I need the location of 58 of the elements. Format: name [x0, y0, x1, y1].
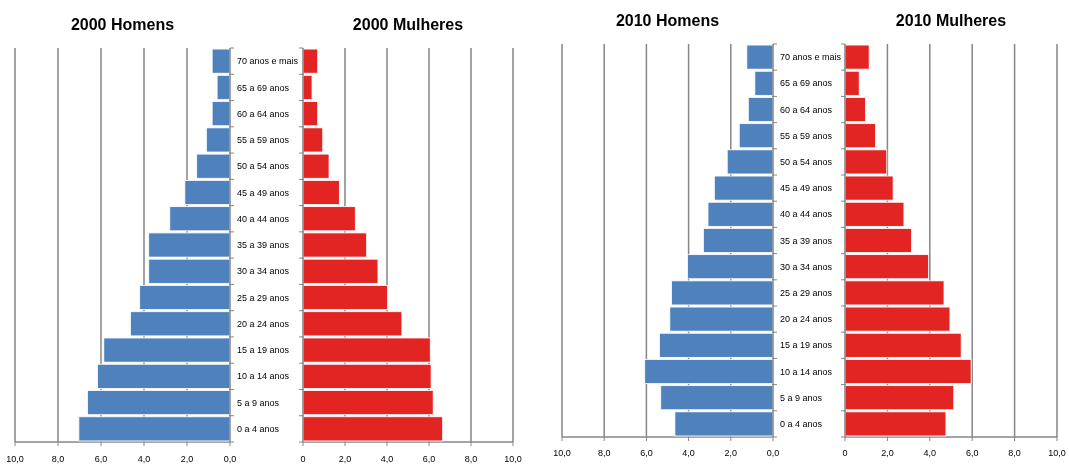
- x-tick-label: 2,0: [724, 448, 738, 458]
- y-tick-label: 10 a 14 anos: [780, 366, 833, 377]
- y-tick-label: 45 a 49 anos: [237, 187, 290, 198]
- x-tick-label: 8,0: [1008, 448, 1021, 458]
- y-tick-label: 40 a 44 anos: [780, 209, 833, 220]
- y-tick-label: 55 a 59 anos: [780, 130, 833, 141]
- y-tick-label: 55 a 59 anos: [237, 135, 290, 146]
- y-tick-label: 20 a 24 anos: [780, 314, 833, 325]
- x-tick-label: 4,0: [137, 454, 151, 464]
- y-tick-label: 5 a 9 anos: [780, 392, 823, 403]
- chart-title: 2000 Homens: [70, 16, 175, 33]
- y-tick-label: 65 a 69 anos: [237, 82, 290, 93]
- x-tick-label: 10,0: [1048, 448, 1066, 458]
- y-tick-label: 5 a 9 anos: [237, 397, 280, 408]
- y-tick-label: 50 a 54 anos: [237, 161, 290, 172]
- y-tick-label: 35 a 39 anos: [237, 240, 290, 251]
- y-tick-label: 0 a 4 anos: [780, 419, 823, 430]
- y-tick-label: 25 a 29 anos: [237, 292, 290, 303]
- y-tick-label: 30 a 34 anos: [780, 261, 833, 272]
- x-tick-label: 6,0: [94, 454, 108, 464]
- y-tick-label: 10 a 14 anos: [237, 371, 290, 382]
- x-tick-label: 10,0: [504, 454, 522, 464]
- y-tick-label: 25 a 29 anos: [780, 288, 833, 299]
- x-tick-label: 2,0: [338, 454, 352, 464]
- y-tick-label: 35 a 39 anos: [780, 235, 833, 246]
- y-tick-label: 70 anos e mais: [780, 52, 842, 63]
- y-tick-label: 15 a 19 anos: [780, 340, 833, 351]
- x-tick-label: 2,0: [180, 454, 194, 464]
- x-tick-label: 10,0: [6, 454, 24, 464]
- x-tick-label: 6,0: [965, 448, 979, 458]
- y-tick-label: 50 a 54 anos: [780, 157, 833, 168]
- x-tick-label: 4,0: [380, 454, 394, 464]
- x-tick-label: 6,0: [640, 448, 653, 458]
- x-tick-label: 8,0: [51, 454, 65, 464]
- y-tick-label: 15 a 19 anos: [237, 345, 290, 356]
- x-tick-label: 8,0: [464, 454, 478, 464]
- x-tick-label: 2,0: [881, 448, 894, 458]
- y-tick-label: 45 a 49 anos: [780, 183, 833, 194]
- y-tick-label: 40 a 44 anos: [237, 213, 290, 224]
- y-tick-label: 65 a 69 anos: [780, 78, 833, 89]
- y-tick-label: 60 a 64 anos: [237, 108, 290, 119]
- x-tick-label: 4,0: [682, 448, 695, 458]
- chart-title: 2010 Mulheres: [895, 12, 1007, 29]
- x-tick-label: 0: [300, 454, 306, 464]
- y-tick-label: 0 a 4 anos: [237, 424, 280, 435]
- chart-title: 2010 Homens: [615, 12, 720, 29]
- y-tick-label: 20 a 24 anos: [237, 318, 290, 329]
- x-tick-label: 6,0: [422, 454, 436, 464]
- x-tick-label: 4,0: [923, 448, 937, 458]
- y-tick-label: 70 anos e mais: [237, 56, 299, 67]
- chart-title: 2000 Mulheres: [352, 16, 464, 33]
- x-tick-label: 8,0: [597, 448, 611, 458]
- y-tick-label: 30 a 34 anos: [237, 266, 290, 277]
- x-tick-label: 10,0: [553, 448, 571, 458]
- x-tick-label: 0,0: [223, 454, 237, 464]
- x-tick-label: 0: [842, 448, 848, 458]
- x-tick-label: 0,0: [766, 448, 780, 458]
- y-tick-label: 60 a 64 anos: [780, 104, 833, 115]
